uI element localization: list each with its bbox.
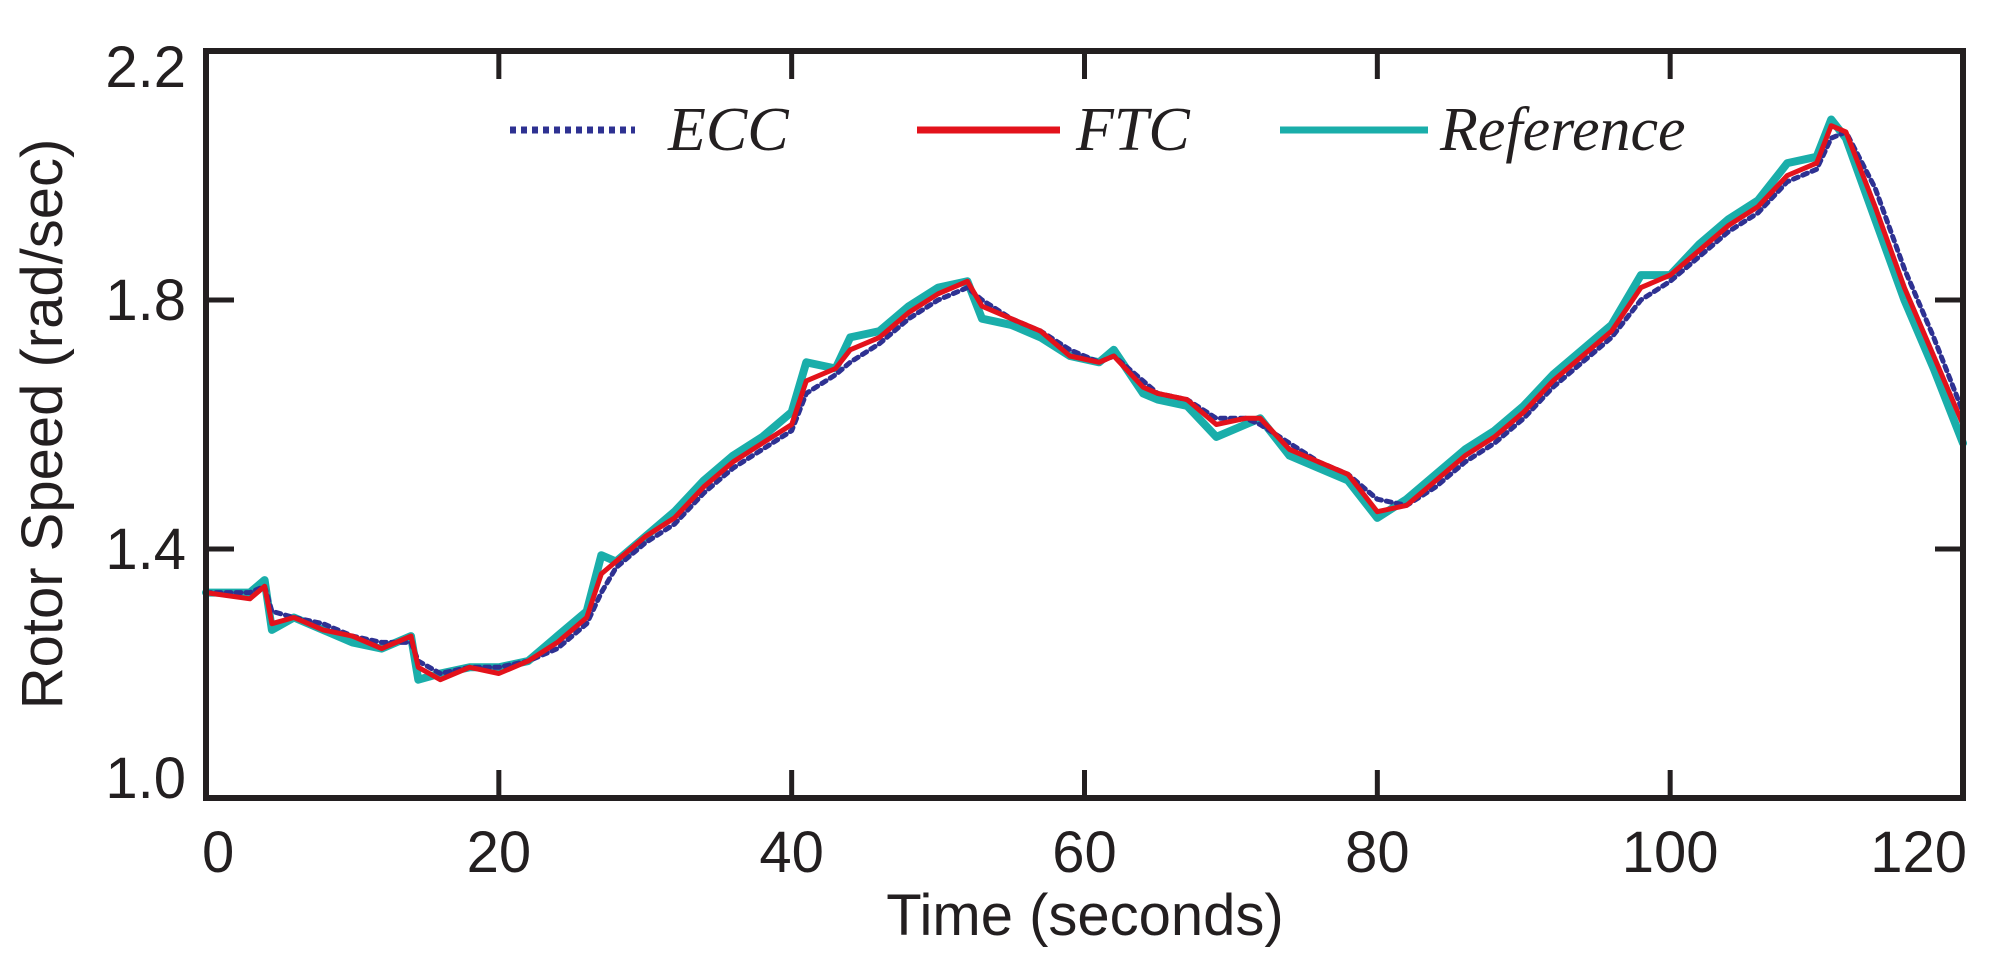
x-tick-label: 0 (202, 820, 234, 885)
series-line-ftc (203, 123, 1966, 683)
y-tick-label: 1.4 (105, 517, 186, 582)
legend-label-ftc: FTC (1075, 96, 1190, 164)
legend-label-reference: Reference (1439, 96, 1686, 164)
x-axis-label: Time (seconds) (886, 883, 1284, 948)
y-axis-label: Rotor Speed (rad/sec) (10, 139, 75, 710)
legend-label-ecc: ECC (667, 96, 789, 164)
x-tick-label: 60 (1052, 820, 1117, 885)
y-tick-label: 1.8 (105, 268, 186, 333)
x-tick-label: 100 (1622, 820, 1719, 885)
x-tick-label: 20 (467, 820, 532, 885)
y-tick-label: 2.2 (105, 35, 186, 100)
x-tick-label: 80 (1345, 820, 1410, 885)
legend-item-ftc: FTC (917, 96, 1190, 164)
ticks-layer: 0 20 40 60 80 100 120 1.0 1.4 1.8 2.2 (105, 35, 1967, 885)
x-tick-label: 40 (759, 820, 824, 885)
legend-item-ecc: ECC (510, 96, 789, 164)
x-tick-label: 120 (1870, 820, 1967, 885)
legend-item-reference: Reference (1280, 96, 1686, 164)
y-tick-label: 1.0 (105, 746, 186, 811)
legend: ECC FTC Reference (510, 96, 1686, 164)
series-layer (202, 115, 1967, 684)
